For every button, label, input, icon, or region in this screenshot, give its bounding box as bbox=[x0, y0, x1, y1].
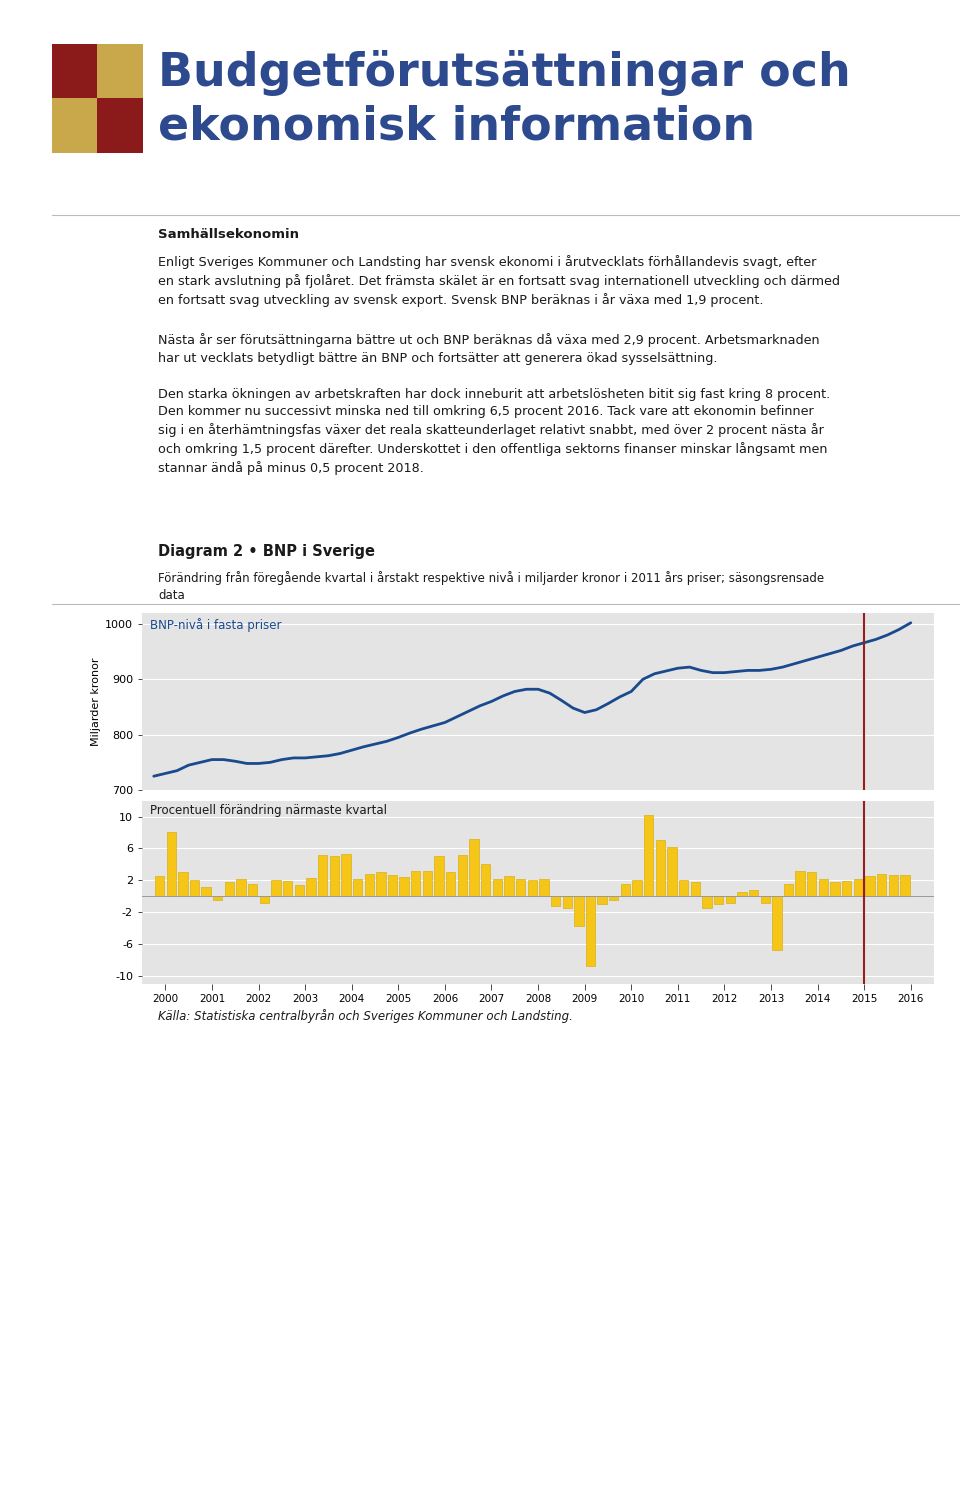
Bar bbox=[155, 876, 164, 897]
Bar bbox=[504, 876, 514, 897]
Bar bbox=[98, 98, 143, 153]
Bar bbox=[52, 98, 98, 153]
Bar bbox=[679, 880, 688, 897]
Bar bbox=[783, 885, 793, 897]
Bar bbox=[749, 889, 758, 897]
Bar bbox=[586, 897, 595, 966]
Text: Källa: Statistiska centralbyrån och Sveriges Kommuner och Landsting.: Källa: Statistiska centralbyrån och Sver… bbox=[158, 1009, 573, 1023]
Bar bbox=[644, 816, 654, 897]
Bar bbox=[819, 880, 828, 897]
Bar bbox=[225, 882, 234, 897]
Y-axis label: Miljarder kronor: Miljarder kronor bbox=[91, 658, 101, 745]
Text: Enligt Sveriges Kommuner och Landsting har svensk ekonomi i årutvecklats förhåll: Enligt Sveriges Kommuner och Landsting h… bbox=[158, 255, 840, 306]
Text: BNP-nivå i fasta priser: BNP-nivå i fasta priser bbox=[150, 619, 281, 632]
Bar bbox=[295, 885, 304, 897]
Bar bbox=[283, 882, 293, 897]
Bar bbox=[388, 876, 397, 897]
Bar bbox=[248, 885, 257, 897]
Bar bbox=[98, 44, 143, 98]
Bar bbox=[318, 855, 327, 897]
Bar bbox=[458, 855, 467, 897]
Bar bbox=[551, 897, 561, 906]
Text: Budgetförutsättningar och
ekonomisk information: Budgetförutsättningar och ekonomisk info… bbox=[158, 50, 852, 149]
Bar bbox=[656, 841, 665, 897]
Bar bbox=[435, 856, 444, 897]
Bar bbox=[365, 874, 373, 897]
Bar bbox=[528, 880, 537, 897]
Bar bbox=[213, 897, 223, 900]
Bar bbox=[52, 44, 98, 98]
Bar bbox=[563, 897, 572, 909]
Bar bbox=[714, 897, 723, 904]
Bar bbox=[726, 897, 735, 903]
Bar bbox=[865, 876, 875, 897]
Bar bbox=[633, 880, 641, 897]
Bar bbox=[166, 832, 176, 897]
Bar bbox=[540, 880, 548, 897]
Bar bbox=[341, 855, 350, 897]
Bar bbox=[469, 838, 479, 897]
Text: 10: 10 bbox=[70, 1467, 87, 1482]
Bar bbox=[422, 871, 432, 897]
Bar bbox=[889, 876, 898, 897]
Bar bbox=[446, 873, 455, 897]
Bar bbox=[492, 879, 502, 897]
Text: Mål och budget 2015-2017: Mål och budget 2015-2017 bbox=[755, 1467, 942, 1482]
Bar bbox=[772, 897, 781, 951]
Bar bbox=[179, 873, 187, 897]
Bar bbox=[353, 880, 362, 897]
Text: Samhällsekonomin: Samhällsekonomin bbox=[158, 228, 300, 242]
Text: Procentuell förändring närmaste kvartal: Procentuell förändring närmaste kvartal bbox=[150, 804, 387, 817]
Text: Förändring från föregående kvartal i årstakt respektive nivå i miljarder kronor : Förändring från föregående kvartal i års… bbox=[158, 571, 825, 602]
Bar bbox=[737, 892, 747, 897]
Bar bbox=[411, 871, 420, 897]
Bar bbox=[877, 874, 886, 897]
Bar bbox=[807, 873, 816, 897]
Bar bbox=[329, 856, 339, 897]
Bar bbox=[900, 874, 910, 897]
Bar bbox=[690, 882, 700, 897]
Bar bbox=[260, 897, 269, 903]
Bar bbox=[481, 864, 491, 897]
Bar bbox=[621, 885, 630, 897]
Bar bbox=[853, 879, 863, 897]
Bar bbox=[376, 873, 386, 897]
Text: Diagram 2 • BNP i Sverige: Diagram 2 • BNP i Sverige bbox=[158, 544, 375, 559]
Bar bbox=[842, 882, 852, 897]
Bar bbox=[236, 880, 246, 897]
Bar bbox=[830, 882, 840, 897]
Bar bbox=[796, 871, 804, 897]
Bar bbox=[760, 897, 770, 903]
Bar bbox=[597, 897, 607, 904]
Bar bbox=[703, 897, 711, 909]
Bar bbox=[306, 877, 316, 897]
Bar bbox=[202, 886, 211, 897]
Bar bbox=[399, 877, 409, 897]
Text: Den starka ökningen av arbetskraften har dock inneburit att arbetslösheten bitit: Den starka ökningen av arbetskraften har… bbox=[158, 388, 830, 475]
Bar bbox=[190, 880, 199, 897]
Bar bbox=[516, 879, 525, 897]
Bar bbox=[574, 897, 584, 927]
Text: Nästa år ser förutsättningarna bättre ut och BNP beräknas då växa med 2,9 procen: Nästa år ser förutsättningarna bättre ut… bbox=[158, 333, 820, 365]
Bar bbox=[610, 897, 618, 900]
Bar bbox=[272, 880, 280, 897]
Bar bbox=[667, 847, 677, 897]
